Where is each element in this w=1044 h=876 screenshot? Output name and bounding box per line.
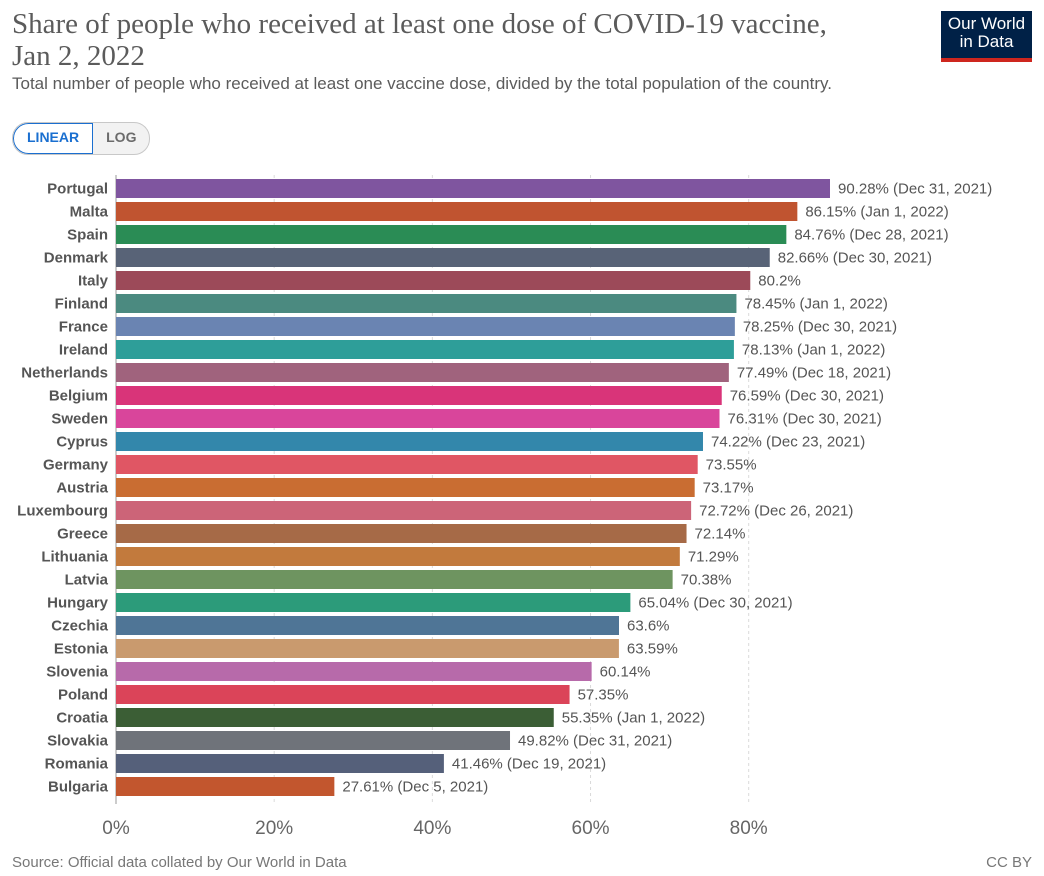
bar-value-label: 27.61% (Dec 5, 2021)	[342, 779, 488, 796]
bar-category-label: Bulgaria	[48, 779, 109, 796]
log-scale-button[interactable]: LOG	[106, 129, 137, 145]
bar-category-label: Ireland	[59, 342, 108, 359]
bar-category-label: Czechia	[51, 618, 108, 635]
bar-value-label: 60.14%	[600, 664, 651, 681]
owid-logo[interactable]: Our World in Data	[941, 11, 1032, 62]
bar-hungary[interactable]	[116, 593, 631, 612]
bar-lithuania[interactable]	[116, 547, 680, 566]
linear-scale-button[interactable]: LINEAR	[13, 123, 94, 154]
bar-value-label: 72.72% (Dec 26, 2021)	[699, 503, 853, 520]
bar-croatia[interactable]	[116, 708, 554, 727]
bar-category-label: Slovenia	[46, 664, 108, 681]
bar-category-label: Sweden	[51, 411, 108, 428]
x-tick-label: 20%	[255, 818, 293, 839]
bar-romania[interactable]	[116, 754, 444, 773]
bar-category-label: Belgium	[49, 388, 108, 405]
bar-value-label: 63.59%	[627, 641, 678, 658]
bar-value-label: 78.25% (Dec 30, 2021)	[743, 319, 897, 336]
bar-bulgaria[interactable]	[116, 777, 335, 796]
bar-sweden[interactable]	[116, 409, 720, 428]
bar-ireland[interactable]	[116, 340, 734, 359]
bar-value-label: 73.17%	[703, 480, 754, 497]
bar-value-label: 71.29%	[688, 549, 739, 566]
bar-value-label: 57.35%	[578, 687, 629, 704]
bar-category-label: Romania	[45, 756, 109, 773]
bar-value-label: 76.59% (Dec 30, 2021)	[730, 388, 884, 405]
bar-value-label: 49.82% (Dec 31, 2021)	[518, 733, 672, 750]
bar-czechia[interactable]	[116, 616, 619, 635]
x-tick-label: 0%	[102, 818, 130, 839]
bar-category-label: Spain	[67, 227, 108, 244]
bar-value-label: 55.35% (Jan 1, 2022)	[562, 710, 705, 727]
bar-netherlands[interactable]	[116, 363, 729, 382]
bar-belgium[interactable]	[116, 386, 722, 405]
bar-malta[interactable]	[116, 202, 798, 221]
bar-value-label: 73.55%	[706, 457, 757, 474]
bar-portugal[interactable]	[116, 179, 830, 198]
bar-chart: 0% 20% 40% 60% 80% Portugal 90.28% (Dec 31, 20…	[17, 175, 992, 839]
bar-value-label: 70.38%	[681, 572, 732, 589]
bar-germany[interactable]	[116, 455, 698, 474]
bar-slovakia[interactable]	[116, 731, 511, 750]
bar-italy[interactable]	[116, 271, 751, 290]
bar-category-label: Estonia	[54, 641, 109, 658]
x-tick-label: 60%	[572, 818, 610, 839]
bar-category-label: Greece	[57, 526, 108, 543]
bar-estonia[interactable]	[116, 639, 619, 658]
bar-category-label: Denmark	[44, 250, 109, 267]
bar-value-label: 86.15% (Jan 1, 2022)	[805, 204, 948, 221]
bar-category-label: Lithuania	[41, 549, 108, 566]
bar-value-label: 63.6%	[627, 618, 670, 635]
bar-greece[interactable]	[116, 524, 687, 543]
bar-category-label: Finland	[55, 296, 108, 313]
bar-slovenia[interactable]	[116, 662, 592, 681]
bar-category-label: Austria	[56, 480, 108, 497]
x-tick-label: 40%	[413, 818, 451, 839]
bar-france[interactable]	[116, 317, 735, 336]
bar-category-label: Poland	[58, 687, 108, 704]
logo-line-1: Our World	[947, 14, 1026, 33]
bar-value-label: 72.14%	[695, 526, 746, 543]
bar-category-label: Germany	[43, 457, 109, 474]
bar-value-label: 90.28% (Dec 31, 2021)	[838, 181, 992, 198]
bar-austria[interactable]	[116, 478, 695, 497]
bar-value-label: 78.45% (Jan 1, 2022)	[744, 296, 887, 313]
bar-denmark[interactable]	[116, 248, 770, 267]
license-note[interactable]: CC BY	[986, 854, 1032, 871]
scale-toggle: LINEAR LOG	[12, 122, 151, 155]
bar-value-label: 41.46% (Dec 19, 2021)	[452, 756, 606, 773]
x-tick-label: 80%	[730, 818, 768, 839]
bar-category-label: Slovakia	[47, 733, 109, 750]
bar-category-label: Portugal	[47, 181, 108, 198]
bar-poland[interactable]	[116, 685, 570, 704]
bar-category-label: Latvia	[65, 572, 109, 589]
bar-spain[interactable]	[116, 225, 787, 244]
source-note[interactable]: Source: Official data collated by Our Wo…	[12, 854, 347, 871]
bar-category-label: Croatia	[56, 710, 108, 727]
bar-value-label: 78.13% (Jan 1, 2022)	[742, 342, 885, 359]
logo-line-2: in Data	[959, 32, 1014, 51]
bar-value-label: 74.22% (Dec 23, 2021)	[711, 434, 865, 451]
bar-category-label: Luxembourg	[17, 503, 108, 520]
bar-luxembourg[interactable]	[116, 501, 692, 520]
bar-category-label: Netherlands	[21, 365, 108, 382]
bar-value-label: 65.04% (Dec 30, 2021)	[638, 595, 792, 612]
bar-category-label: Italy	[78, 273, 109, 290]
bar-category-label: France	[59, 319, 108, 336]
chart-title: Share of people who received at least on…	[12, 8, 827, 72]
chart-subtitle: Total number of people who received at l…	[12, 74, 832, 93]
bar-cyprus[interactable]	[116, 432, 703, 451]
bar-value-label: 77.49% (Dec 18, 2021)	[737, 365, 891, 382]
bar-value-label: 82.66% (Dec 30, 2021)	[778, 250, 932, 267]
bar-finland[interactable]	[116, 294, 737, 313]
bar-value-label: 76.31% (Dec 30, 2021)	[728, 411, 882, 428]
bar-category-label: Hungary	[47, 595, 109, 612]
bar-category-label: Cyprus	[56, 434, 108, 451]
bar-latvia[interactable]	[116, 570, 673, 589]
bar-value-label: 80.2%	[758, 273, 801, 290]
bar-category-label: Malta	[70, 204, 109, 221]
bar-value-label: 84.76% (Dec 28, 2021)	[794, 227, 948, 244]
